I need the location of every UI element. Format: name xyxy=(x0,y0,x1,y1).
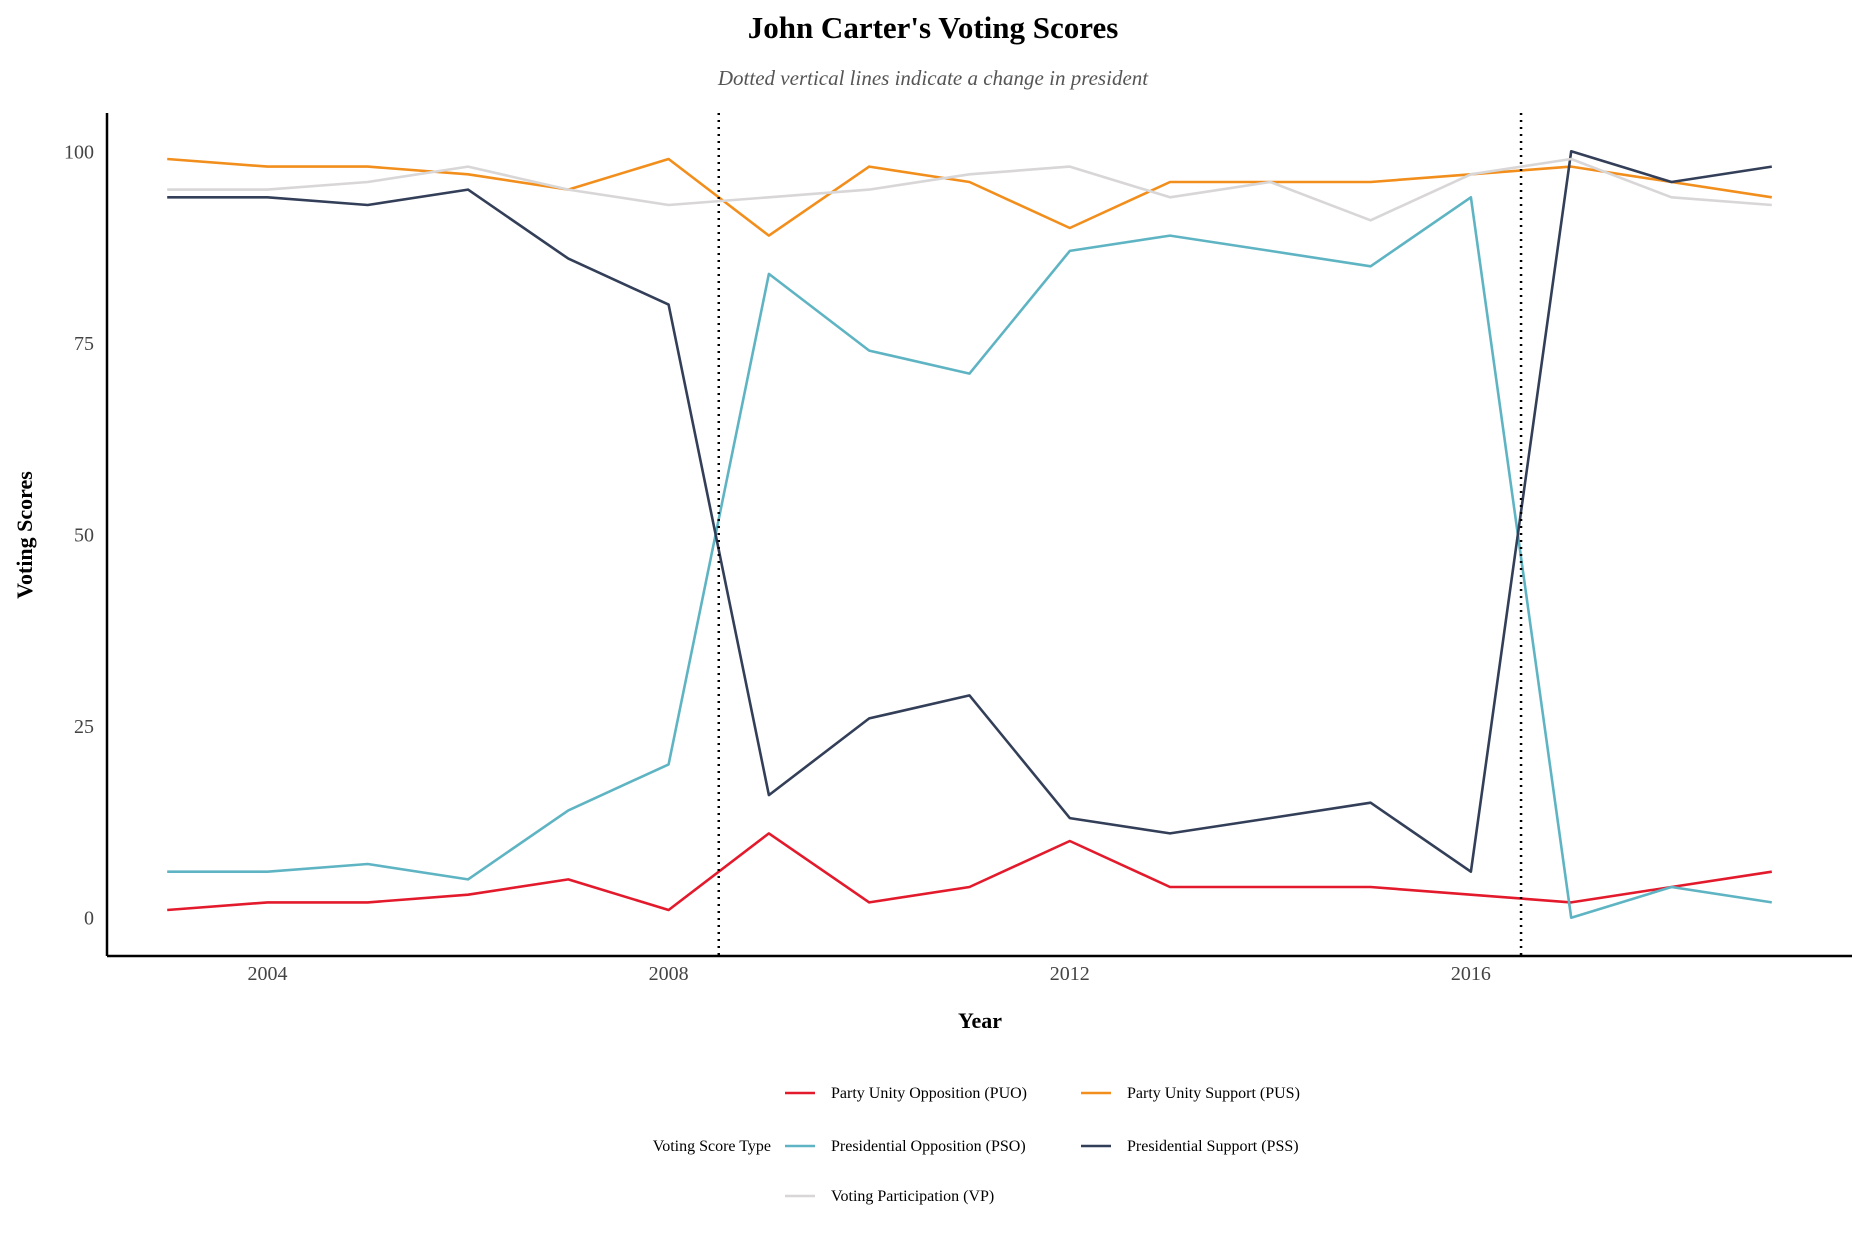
series-line-4 xyxy=(167,157,1772,222)
y-tick-label: 0 xyxy=(84,908,94,930)
chart-subtitle: Dotted vertical lines indicate a change … xyxy=(717,66,1149,90)
y-tick-label: 75 xyxy=(74,333,94,355)
chart-title: John Carter's Voting Scores xyxy=(747,10,1119,45)
x-tick-label: 2016 xyxy=(1451,963,1491,985)
y-axis-title: Voting Scores xyxy=(12,471,37,599)
series-line-3 xyxy=(167,150,1772,874)
x-tick-label: 2012 xyxy=(1050,963,1090,985)
legend-label-0: Party Unity Opposition (PUO) xyxy=(831,1085,1027,1102)
x-tick-label: 2008 xyxy=(649,963,689,985)
legend: Voting Score Type Party Unity Opposition … xyxy=(653,1085,1300,1205)
legend-label-4: Voting Participation (VP) xyxy=(831,1188,994,1205)
axes xyxy=(105,113,1852,958)
y-tick-label: 50 xyxy=(74,525,94,547)
legend-label-1: Party Unity Support (PUS) xyxy=(1127,1085,1300,1102)
series-lines xyxy=(167,150,1772,920)
series-line-2 xyxy=(167,196,1772,920)
legend-title: Voting Score Type xyxy=(653,1138,771,1155)
y-tick-label: 100 xyxy=(64,141,94,163)
y-tick-label: 25 xyxy=(74,716,94,738)
x-axis-title: Year xyxy=(958,1008,1002,1033)
legend-label-2: Presidential Opposition (PSO) xyxy=(831,1138,1026,1155)
tick-labels: 2004 2008 2012 2016 0 25 50 75 100 xyxy=(64,141,1491,985)
president-change-lines xyxy=(717,113,1523,956)
legend-label-3: Presidential Support (PSS) xyxy=(1127,1138,1299,1155)
x-tick-label: 2004 xyxy=(247,963,287,985)
series-line-0 xyxy=(167,832,1772,912)
series-line-1 xyxy=(167,157,1772,237)
